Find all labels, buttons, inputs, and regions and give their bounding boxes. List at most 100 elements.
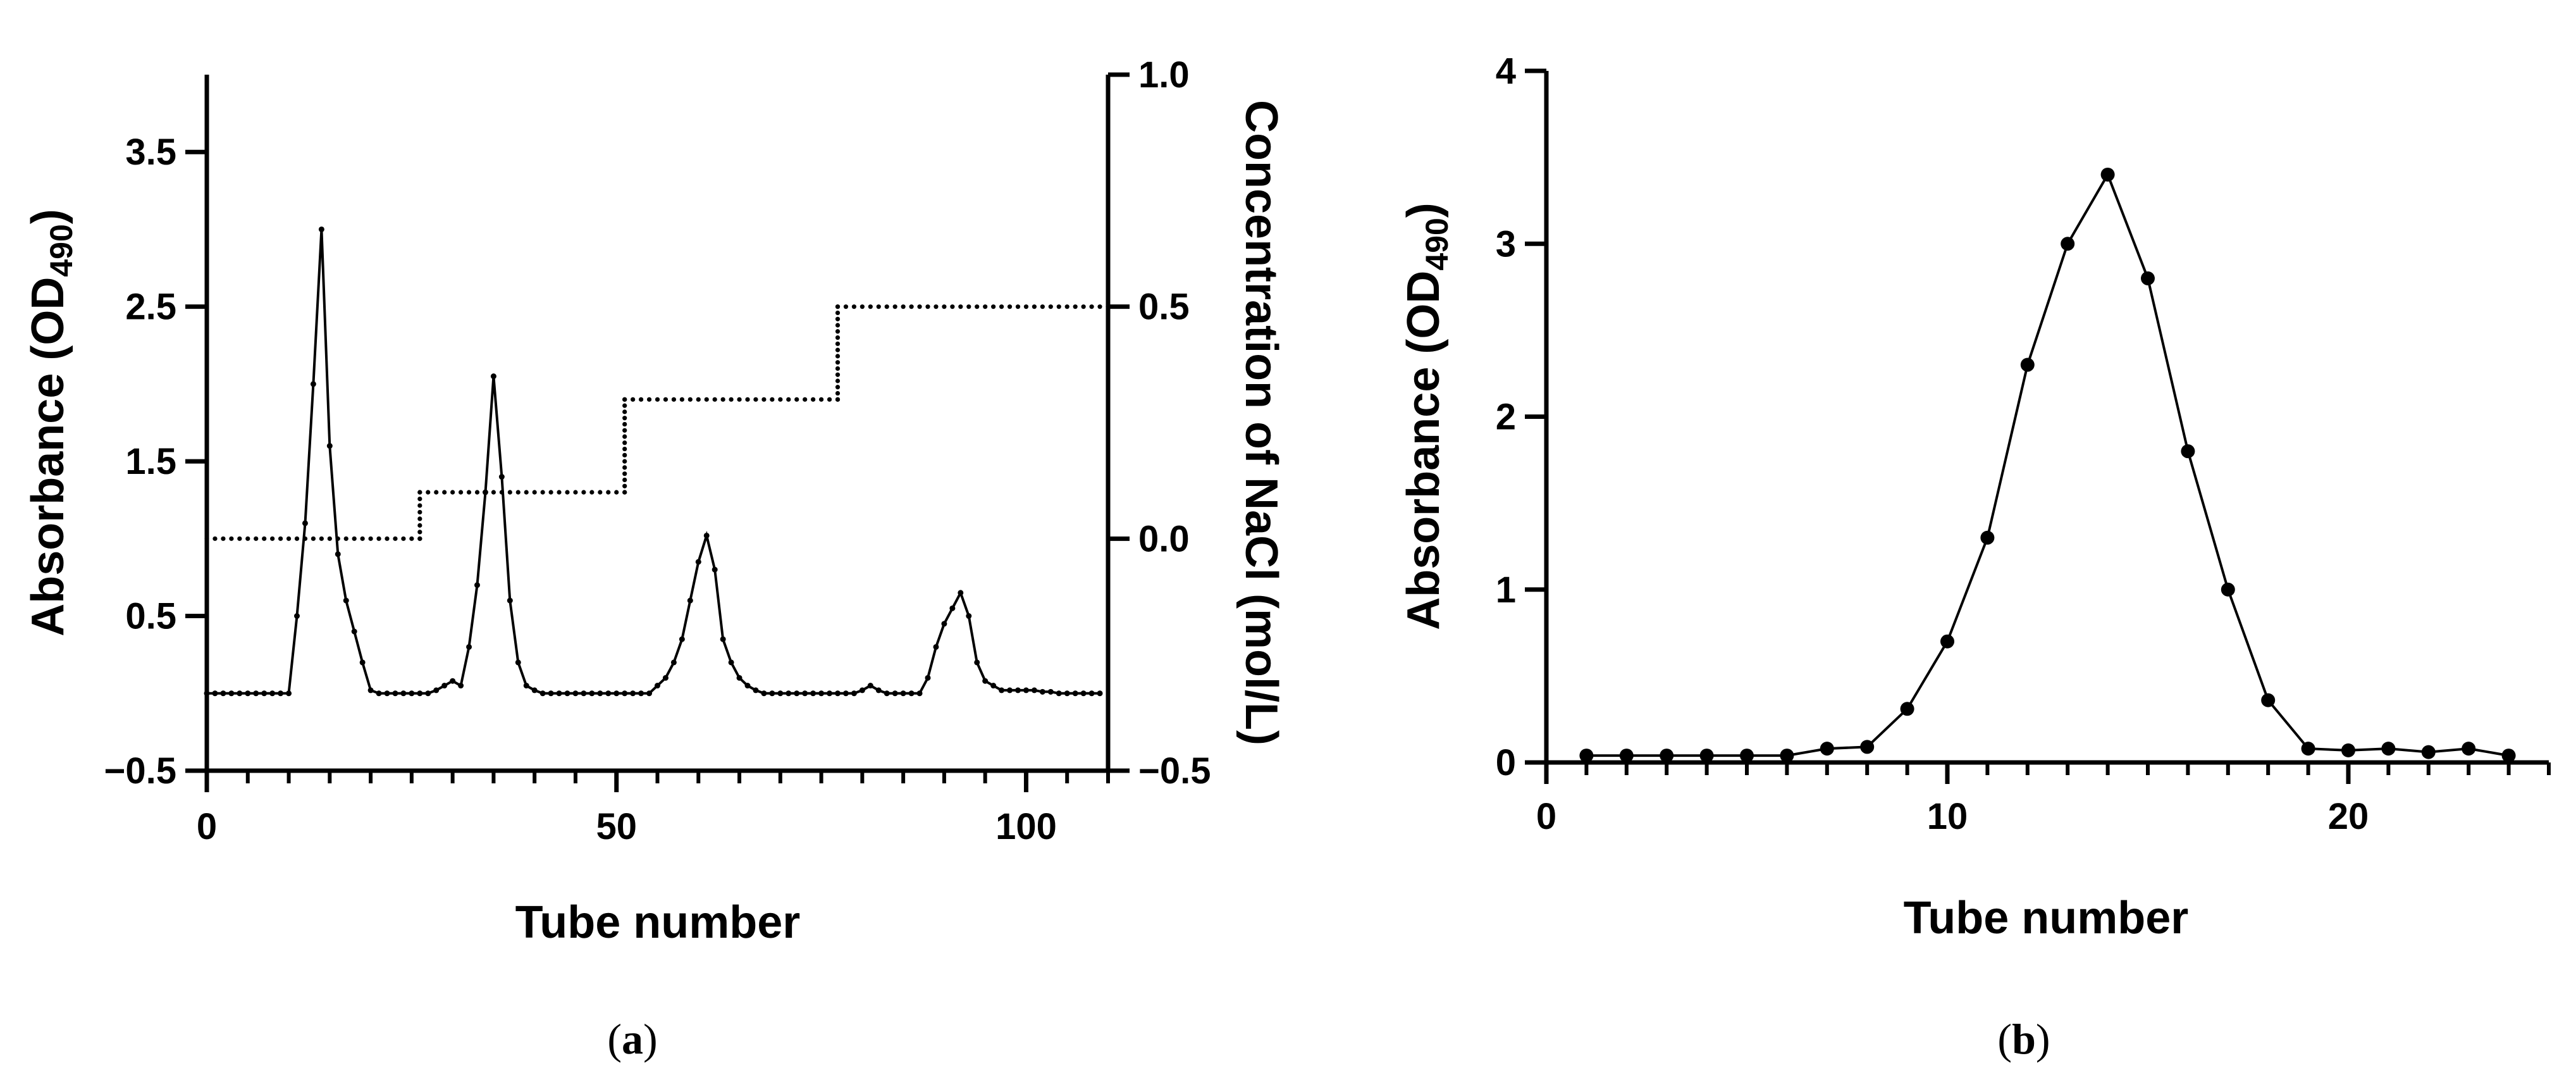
chart-a-absorbance-point <box>999 687 1005 693</box>
chart-a-absorbance-point <box>712 566 718 573</box>
chart-a-nacl-dot <box>573 490 578 495</box>
chart-a-absorbance-point <box>433 687 440 693</box>
chart-a-nacl-dot <box>1097 304 1102 309</box>
chart-a-absorbance-point <box>908 690 915 697</box>
chart-a-nacl-dot <box>524 490 529 495</box>
chart-a-nacl-dot <box>745 397 750 402</box>
chart-a-nacl-dot <box>507 490 512 495</box>
chart-a-series-absorbance <box>204 226 1103 697</box>
chart-a-nacl-dot <box>663 397 669 402</box>
chart-a-nacl-dot <box>696 397 701 402</box>
chart-b-x-tick-label: 20 <box>2328 796 2369 837</box>
chart-a-nacl-dot <box>1056 304 1061 309</box>
chart-a-absorbance-point <box>1007 687 1013 693</box>
chart-a-absorbance-point <box>539 690 546 697</box>
chart-b-y-tick-label: 0 <box>1496 742 1516 783</box>
chart-b-absorbance-point <box>1579 749 1594 763</box>
chart-a-nacl-dot <box>221 536 226 541</box>
chart-b-absorbance-line <box>1586 171 2509 757</box>
chart-a-nacl-dot <box>786 397 791 402</box>
chart-a-absorbance-point <box>851 690 857 697</box>
chart-a-absorbance-point <box>1080 690 1087 697</box>
chart-b-y-title-sub: 490 <box>1419 218 1455 270</box>
chart-a-nacl-dot <box>417 503 422 508</box>
chart-a: 0 50 100 −0.5 0.5 1.5 2.5 3.5 −0.5 0.0 0.5 1.0 Tu… <box>23 54 1286 948</box>
chart-a-absorbance-point <box>786 690 792 697</box>
chart-a-nacl-dot <box>417 490 422 495</box>
chart-a-y-tick-label: −0.5 <box>104 750 177 792</box>
chart-b-absorbance-point <box>2301 742 2315 756</box>
chart-a-absorbance-point <box>695 559 701 565</box>
chart-a-nacl-dot <box>761 397 767 402</box>
chart-a-absorbance-point <box>662 675 669 681</box>
chart-a-absorbance-point <box>450 678 456 684</box>
chart-a-nacl-dot <box>622 397 627 402</box>
chart-a-absorbance-point <box>1064 690 1070 697</box>
chart-a-nacl-dot <box>466 490 472 495</box>
chart-a-absorbance-point <box>687 597 693 604</box>
chart-a-nacl-dot <box>966 304 971 309</box>
chart-a-nacl-dot <box>835 304 841 309</box>
chart-a-absorbance-point <box>384 690 390 697</box>
chart-a-absorbance-point <box>966 613 972 619</box>
chart-a-nacl-dot <box>417 496 422 502</box>
chart-a-y2-tick-label: 0.0 <box>1138 518 1190 559</box>
chart-a-nacl-dot <box>491 490 496 495</box>
chart-a-nacl-dot <box>254 536 259 541</box>
chart-a-nacl-dot <box>835 360 841 365</box>
chart-a-nacl-dot <box>729 397 734 402</box>
chart-a-absorbance-point <box>531 687 538 693</box>
chart-a-x-tick-label: 50 <box>596 806 637 847</box>
chart-a-nacl-dot <box>671 397 677 402</box>
chart-a-absorbance-point <box>318 226 324 232</box>
chart-a-absorbance-point <box>367 687 374 693</box>
chart-a-nacl-dot <box>417 536 422 541</box>
chart-a-nacl-dot <box>622 440 627 445</box>
chart-a-nacl-dot <box>1040 304 1045 309</box>
chart-a-absorbance-point <box>278 690 284 697</box>
chart-a-absorbance-point <box>1047 688 1054 695</box>
chart-a-absorbance-point <box>744 683 751 689</box>
chart-a-absorbance-point <box>417 690 423 697</box>
chart-a-nacl-dot <box>794 397 799 402</box>
chart-a-nacl-dot <box>450 490 455 495</box>
chart-b-absorbance-point <box>2061 237 2075 251</box>
chart-a-nacl-dot <box>622 465 627 470</box>
chart-a-absorbance-point <box>655 683 660 689</box>
chart-a-nacl-dot <box>835 341 841 346</box>
chart-a-nacl-dot <box>442 490 447 495</box>
chart-b-y-tick-label: 4 <box>1496 51 1516 92</box>
chart-a-absorbance-point <box>720 636 726 642</box>
chart-a-nacl-dot <box>1064 304 1069 309</box>
chart-a-absorbance-point <box>933 644 939 650</box>
chart-a-nacl-dot <box>409 536 414 541</box>
chart-a-absorbance-point <box>212 690 218 697</box>
chart-a-absorbance-point <box>507 597 513 604</box>
chart-a-nacl-dot <box>835 316 841 321</box>
chart-b-absorbance-point <box>2100 167 2115 182</box>
chart-b-absorbance-point <box>1699 749 1714 763</box>
chart-a-nacl-dot <box>835 372 841 377</box>
chart-a-absorbance-point <box>294 613 300 619</box>
chart-a-absorbance-point <box>794 690 800 697</box>
chart-a-absorbance-point <box>867 683 873 689</box>
chart-a-absorbance-point <box>638 690 644 697</box>
chart-a-absorbance-point <box>400 690 407 697</box>
chart-a-absorbance-point <box>474 582 480 588</box>
chart-a-nacl-dot <box>1081 304 1086 309</box>
chart-a-y2-axis-title: Concentration of NaCl (mol/L) <box>1236 100 1286 745</box>
chart-a-absorbance-point <box>515 659 521 666</box>
chart-a-nacl-dot <box>770 397 775 402</box>
chart-a-nacl-dot <box>687 397 693 402</box>
chart-a-nacl-dot <box>606 490 611 495</box>
chart-a-absorbance-point <box>326 443 333 449</box>
chart-a-nacl-dot <box>622 434 627 439</box>
chart-a-nacl-dot <box>434 490 439 495</box>
chart-a-x-tick-label: 0 <box>197 806 217 847</box>
chart-a-nacl-dot <box>753 397 758 402</box>
chart-a-absorbance-point <box>925 675 931 681</box>
chart-a-nacl-dot <box>892 304 897 309</box>
chart-a-absorbance-point <box>1072 690 1078 697</box>
chart-a-nacl-dot <box>401 536 406 541</box>
panel-label-b: (b) <box>1997 1015 2050 1063</box>
